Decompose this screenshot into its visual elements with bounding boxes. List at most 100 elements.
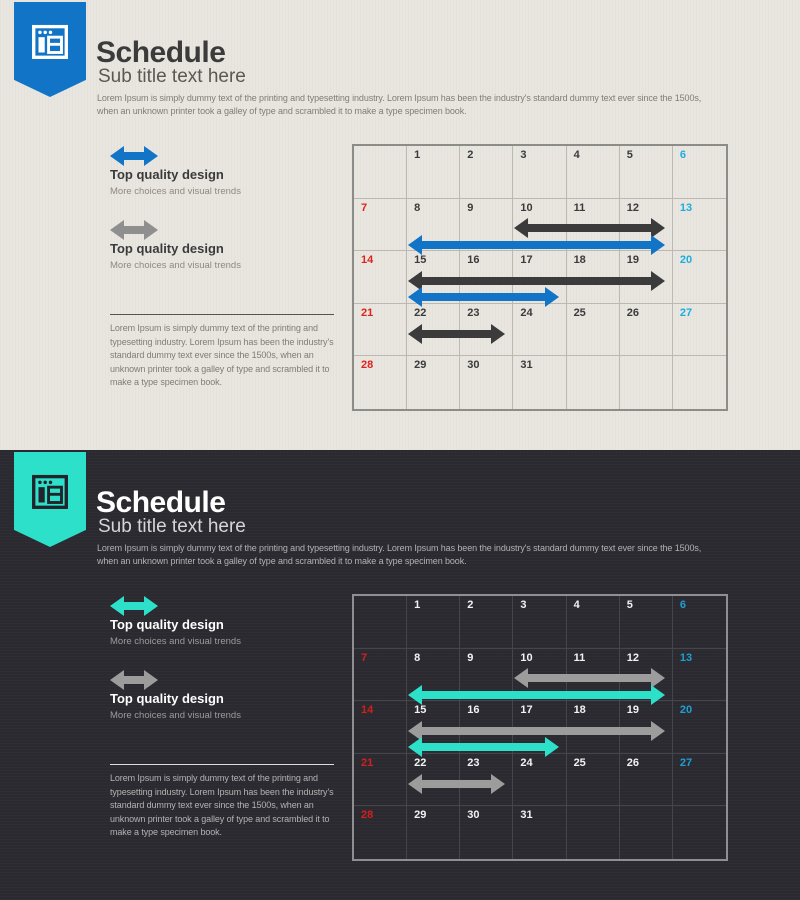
page-title: Schedule — [96, 486, 226, 520]
calendar-day-cell: 10 — [513, 198, 567, 252]
day-number: 29 — [414, 359, 427, 372]
day-number: 5 — [626, 149, 633, 161]
day-number: 17 — [520, 254, 533, 267]
calendar-day-cell: 27 — [672, 754, 726, 807]
calendar-day-cell: 27 — [672, 304, 726, 357]
calendar-day-cell: 1 — [407, 596, 461, 649]
legend-item: Top quality design More choices and visu… — [110, 146, 334, 197]
note-block: Lorem Ipsum is simply dummy text of the … — [110, 764, 334, 849]
calendar-day-cell: 10 — [513, 648, 567, 702]
day-number: 2 — [467, 599, 474, 611]
calendar-day-cell: 4 — [566, 596, 620, 649]
intro-paragraph: Lorem Ipsum is simply dummy text of the … — [97, 93, 702, 116]
day-number: 23 — [467, 306, 480, 319]
day-number: 22 — [414, 756, 427, 769]
calendar-day-cell: 13 — [672, 199, 726, 252]
day-number: 14 — [361, 704, 374, 717]
calendar-day-cell: 8 — [407, 198, 461, 252]
calendar-day-cell: 28 — [354, 806, 408, 859]
calendar: 1 2 3 4 5 6 7 8 9 10 11 12 13 14 15 16 17 18 19 20 21 22 23 24 2… — [352, 144, 728, 411]
day-number: 18 — [573, 704, 586, 717]
day-number: 20 — [679, 254, 693, 267]
day-number: 2 — [467, 149, 474, 161]
calendar-day-cell: 22 — [407, 303, 461, 357]
note-block: Lorem Ipsum is simply dummy text of the … — [110, 314, 334, 399]
day-number: 4 — [573, 149, 580, 161]
calendar-day-cell: 9 — [460, 198, 514, 252]
legend-item-title: Top quality design — [110, 617, 224, 632]
day-number: 12 — [626, 651, 639, 664]
day-number: 24 — [520, 756, 533, 769]
day-number: 28 — [361, 359, 374, 372]
calendar-day-cell — [354, 146, 408, 199]
day-number — [567, 806, 619, 809]
calendar-day-cell: 29 — [407, 356, 461, 409]
day-number: 21 — [361, 756, 374, 769]
day-number: 13 — [679, 201, 693, 214]
calendar-day-cell: 30 — [460, 356, 514, 409]
divider — [110, 764, 334, 765]
calendar-day-cell: 17 — [513, 701, 567, 754]
calendar-day-cell: 2 — [460, 146, 514, 199]
calendar-day-cell: 12 — [619, 198, 673, 252]
calendar-day-cell — [620, 356, 673, 409]
calendar-day-cell: 14 — [354, 701, 408, 754]
calendar-day-cell: 26 — [619, 753, 673, 807]
day-number — [567, 356, 619, 359]
day-number: 3 — [520, 599, 527, 611]
day-number: 6 — [679, 599, 686, 611]
day-number: 6 — [679, 149, 686, 161]
day-number — [620, 356, 672, 359]
calendar-day-cell: 15 — [407, 251, 461, 304]
calendar-day-cell: 3 — [513, 596, 567, 649]
day-number: 30 — [467, 359, 480, 372]
calendar-day-cell: 25 — [566, 753, 620, 807]
calendar-day-cell: 28 — [354, 356, 408, 409]
calendar: 1 2 3 4 5 6 7 8 9 10 11 12 13 14 15 16 17 18 19 20 21 22 23 24 2… — [352, 594, 728, 861]
day-number: 31 — [520, 809, 533, 822]
day-number: 30 — [467, 809, 480, 822]
calendar-day-cell: 4 — [566, 146, 620, 199]
day-number: 9 — [467, 201, 474, 214]
day-number: 12 — [626, 201, 639, 214]
legend-item-caption: More choices and visual trends — [110, 636, 241, 647]
window-calendar-icon — [32, 474, 68, 509]
calendar-day-cell: 24 — [513, 303, 567, 357]
day-number: 27 — [679, 306, 693, 319]
day-number: 1 — [414, 149, 421, 161]
calendar-day-cell: 6 — [672, 146, 726, 199]
calendar-day-cell — [567, 806, 620, 859]
calendar-day-cell — [354, 596, 408, 649]
day-number: 19 — [626, 704, 639, 717]
legend-item-caption: More choices and visual trends — [110, 186, 241, 197]
calendar-day-cell — [673, 806, 726, 859]
slide-light: Schedule Sub title text here Lorem Ipsum… — [0, 0, 800, 450]
day-number: 4 — [573, 599, 580, 611]
page-subtitle: Sub title text here — [98, 515, 246, 537]
day-number: 11 — [573, 201, 586, 214]
day-number — [620, 806, 672, 809]
day-number — [354, 596, 406, 599]
calendar-day-cell: 31 — [513, 806, 567, 859]
day-number: 10 — [520, 651, 533, 664]
day-number: 3 — [520, 149, 527, 161]
legend-arrow-icon — [110, 220, 158, 240]
calendar-grid: 1 2 3 4 5 6 7 8 9 10 11 12 13 14 15 16 17 18 19 20 21 22 23 24 2… — [354, 146, 726, 409]
calendar-day-cell: 12 — [619, 648, 673, 702]
legend-item-title: Top quality design — [110, 691, 224, 706]
day-number: 22 — [414, 306, 427, 319]
legend-item-title: Top quality design — [110, 167, 224, 182]
calendar-day-cell: 19 — [619, 251, 673, 304]
calendar-day-cell: 11 — [566, 648, 620, 702]
day-number: 15 — [414, 254, 427, 267]
calendar-day-cell: 18 — [566, 251, 620, 304]
calendar-day-cell: 20 — [672, 251, 726, 304]
day-number: 19 — [626, 254, 639, 267]
day-number — [354, 146, 406, 149]
day-number: 20 — [679, 704, 693, 717]
ribbon-badge — [14, 452, 86, 547]
divider — [110, 314, 334, 315]
day-number: 7 — [361, 201, 368, 214]
calendar-day-cell: 16 — [460, 701, 514, 754]
calendar-day-cell: 30 — [460, 806, 514, 859]
